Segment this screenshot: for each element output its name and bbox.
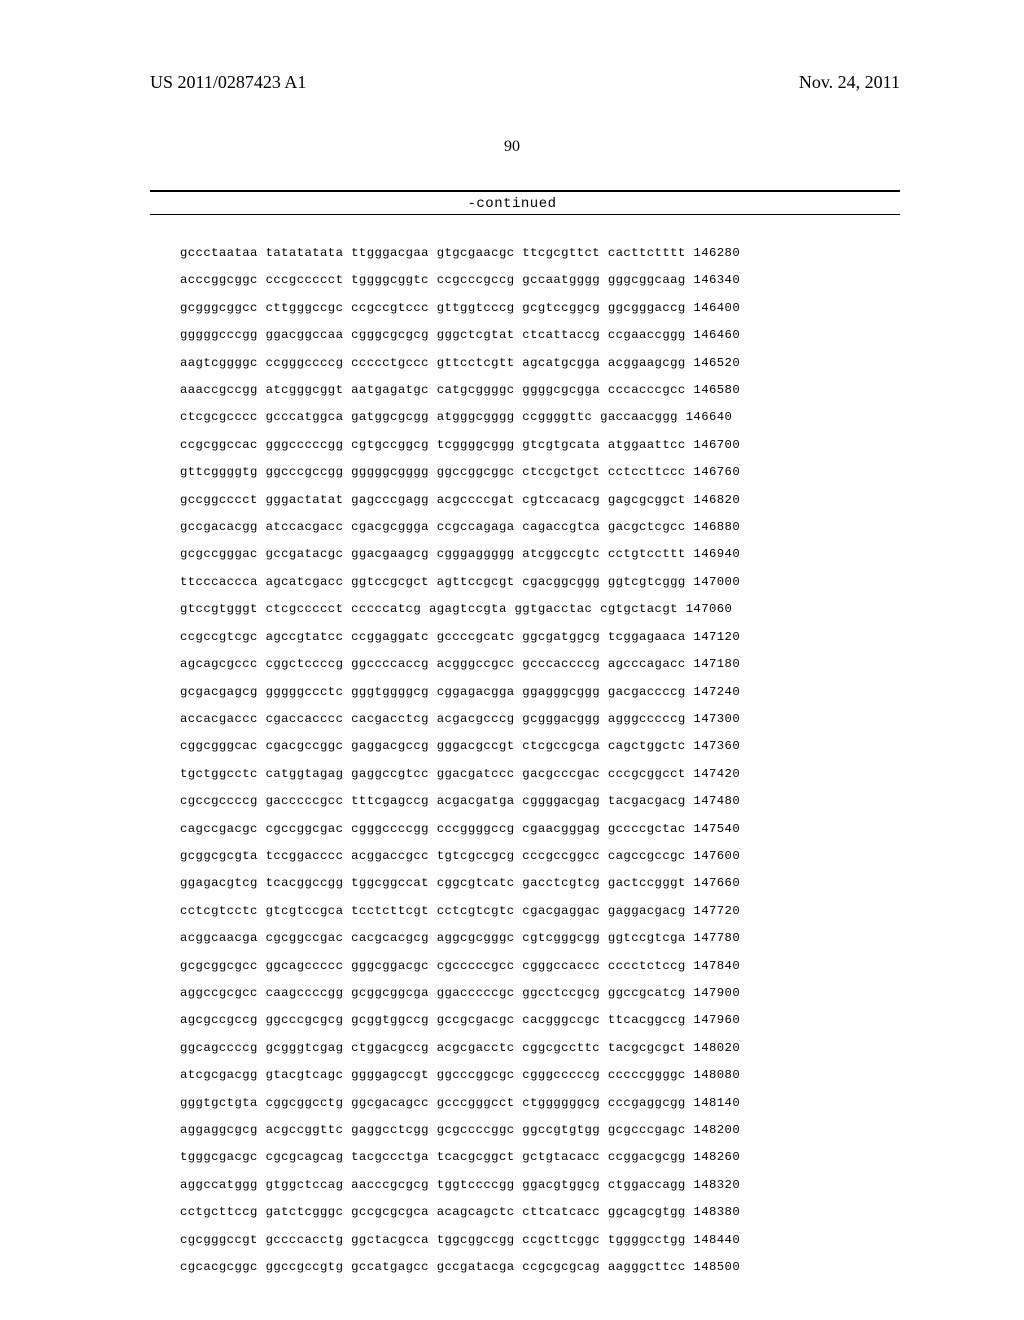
sequence-line: aggaggcgcg acgccggttc gaggcctcgg gcgcccc… — [180, 1117, 740, 1144]
rule-top — [150, 190, 900, 192]
sequence-line: gccgacacgg atccacgacc cgacgcggga ccgccag… — [180, 514, 740, 541]
sequence-line: acggcaacga cgcggccgac cacgcacgcg aggcgcg… — [180, 925, 740, 952]
sequence-line: cctgcttccg gatctcgggc gccgcgcgca acagcag… — [180, 1199, 740, 1226]
sequence-line: cctcgtcctc gtcgtccgca tcctcttcgt cctcgtc… — [180, 898, 740, 925]
sequence-line: cgcgggccgt gccccacctg ggctacgcca tggcggc… — [180, 1227, 740, 1254]
continued-label: -continued — [0, 196, 1024, 212]
sequence-line: gccggcccct gggactatat gagcccgagg acgcccc… — [180, 487, 740, 514]
sequence-listing: gccctaataa tatatatata ttgggacgaa gtgcgaa… — [180, 240, 740, 1281]
sequence-line: gcgggcggcc cttgggccgc ccgccgtccc gttggtc… — [180, 295, 740, 322]
sequence-line: aggccatggg gtggctccag aacccgcgcg tggtccc… — [180, 1172, 740, 1199]
sequence-line: ggagacgtcg tcacggccgg tggcggccat cggcgtc… — [180, 870, 740, 897]
sequence-line: agcagcgccc cggctccccg ggccccaccg acgggcc… — [180, 651, 740, 678]
sequence-line: gccctaataa tatatatata ttgggacgaa gtgcgaa… — [180, 240, 740, 267]
sequence-line: ccgccgtcgc agccgtatcc ccggaggatc gccccgc… — [180, 624, 740, 651]
sequence-line: atcgcgacgg gtacgtcagc ggggagccgt ggcccgg… — [180, 1062, 740, 1089]
sequence-line: acccggcggc cccgccccct tggggcggtc ccgcccg… — [180, 267, 740, 294]
sequence-line: ctcgcgcccc gcccatggca gatggcgcgg atgggcg… — [180, 404, 740, 431]
sequence-line: tgctggcctc catggtagag gaggccgtcc ggacgat… — [180, 761, 740, 788]
sequence-line: gcgccgggac gccgatacgc ggacgaagcg cgggagg… — [180, 541, 740, 568]
sequence-line: cggcgggcac cgacgccggc gaggacgccg gggacgc… — [180, 733, 740, 760]
sequence-line: agcgccgccg ggcccgcgcg gcggtggccg gccgcga… — [180, 1007, 740, 1034]
sequence-line: ttcccaccca agcatcgacc ggtccgcgct agttccg… — [180, 569, 740, 596]
sequence-line: ccgcggccac gggcccccgg cgtgccggcg tcggggc… — [180, 432, 740, 459]
publication-number: US 2011/0287423 A1 — [150, 72, 306, 93]
sequence-line: gttcggggtg ggcccgccgg gggggcgggg ggccggc… — [180, 459, 740, 486]
sequence-line: cgcacgcggc ggccgccgtg gccatgagcc gccgata… — [180, 1254, 740, 1281]
sequence-line: accacgaccc cgaccacccc cacgacctcg acgacgc… — [180, 706, 740, 733]
sequence-line: cgccgccccg gacccccgcc tttcgagccg acgacga… — [180, 788, 740, 815]
page-number: 90 — [0, 138, 1024, 156]
sequence-line: aaaccgccgg atcgggcggt aatgagatgc catgcgg… — [180, 377, 740, 404]
sequence-line: gggtgctgta cggcggcctg ggcgacagcc gcccggg… — [180, 1090, 740, 1117]
sequence-line: gcgcggcgcc ggcagccccc gggcggacgc cgccccc… — [180, 953, 740, 980]
sequence-line: gggggcccgg ggacggccaa cgggcgcgcg gggctcg… — [180, 322, 740, 349]
patent-page: US 2011/0287423 A1 Nov. 24, 2011 90 -con… — [0, 0, 1024, 1320]
publication-date: Nov. 24, 2011 — [799, 72, 900, 93]
sequence-line: cagccgacgc cgccggcgac cgggccccgg cccgggg… — [180, 816, 740, 843]
sequence-line: ggcagccccg gcgggtcgag ctggacgccg acgcgac… — [180, 1035, 740, 1062]
sequence-line: aggccgcgcc caagccccgg gcggcggcga ggacccc… — [180, 980, 740, 1007]
rule-bottom — [150, 214, 900, 215]
sequence-line: tgggcgacgc cgcgcagcag tacgccctga tcacgcg… — [180, 1144, 740, 1171]
sequence-line: gcggcgcgta tccggacccc acggaccgcc tgtcgcc… — [180, 843, 740, 870]
sequence-line: gtccgtgggt ctcgccccct cccccatcg agagtccg… — [180, 596, 740, 623]
sequence-line: aagtcggggc ccgggccccg ccccctgccc gttcctc… — [180, 350, 740, 377]
sequence-line: gcgacgagcg gggggccctc gggtggggcg cggagac… — [180, 679, 740, 706]
